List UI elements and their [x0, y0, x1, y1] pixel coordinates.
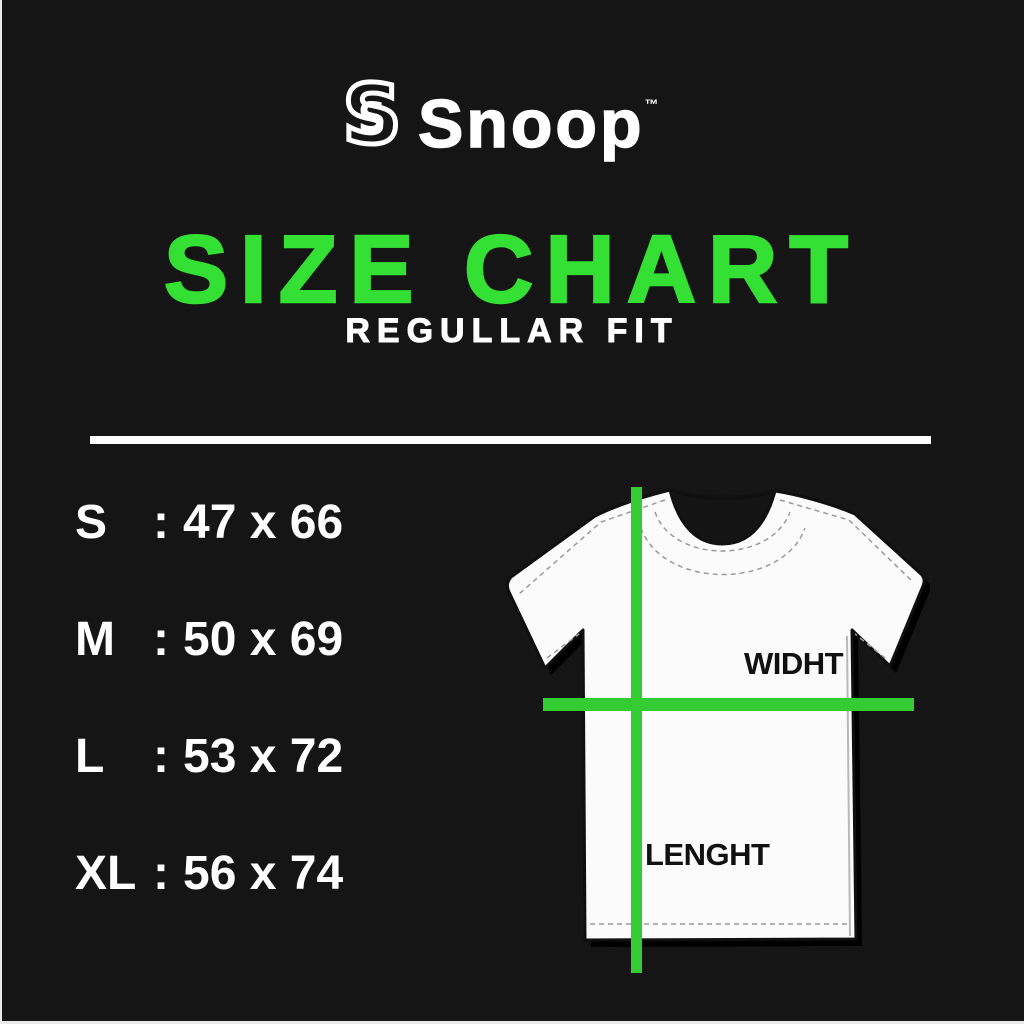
size-value: 47 x 66 — [183, 496, 344, 549]
brand-wordmark: Snoop™ — [417, 89, 659, 159]
right-sleeve-hem-stitch — [854, 633, 886, 659]
left-shoulder-stitch — [518, 499, 666, 595]
size-separator: : — [153, 613, 169, 666]
size-label: S — [75, 496, 108, 549]
collar-stitch-outer — [640, 527, 806, 576]
size-value: 50 x 69 — [183, 613, 344, 666]
tshirt-body — [505, 488, 926, 942]
svg-text:S: S — [342, 68, 401, 163]
left-edge-border — [0, 0, 2, 1024]
trademark-symbol: ™ — [644, 96, 659, 112]
side-seam-shading — [846, 635, 851, 937]
size-label: XL — [75, 847, 137, 900]
brand-name: Snoop — [417, 86, 645, 162]
tshirt-collar — [667, 487, 778, 546]
size-label: L — [75, 730, 105, 783]
size-row-s: S : 47 x 66 — [0, 499, 480, 547]
bottom-edge-border — [0, 1021, 1024, 1024]
width-measure-line — [543, 698, 914, 711]
page-title: SIZE CHART — [163, 216, 860, 323]
svg-text:S: S — [358, 95, 387, 141]
size-label: M — [75, 613, 115, 666]
length-label: LENGHT — [645, 837, 770, 872]
left-sleeve-hem-stitch — [546, 633, 580, 659]
size-value: 56 x 74 — [183, 847, 344, 900]
collar-stitch-inner — [654, 511, 791, 552]
size-row-xl: XL : 56 x 74 — [0, 850, 480, 898]
snoop-s-monogram-icon: S S — [340, 66, 404, 166]
size-separator: : — [153, 847, 169, 900]
length-measure-line — [631, 487, 642, 973]
size-separator: : — [153, 730, 169, 783]
size-row-l: L : 53 x 72 — [0, 733, 480, 781]
size-value: 53 x 72 — [183, 730, 344, 783]
width-label: WIDHT — [744, 646, 844, 681]
subtitle-fit-type: REGULLAR FIT — [345, 312, 679, 350]
tshirt-illustration — [505, 487, 931, 947]
size-row-m: M : 50 x 69 — [0, 616, 480, 664]
divider-line — [90, 436, 931, 444]
size-separator: : — [153, 496, 169, 549]
